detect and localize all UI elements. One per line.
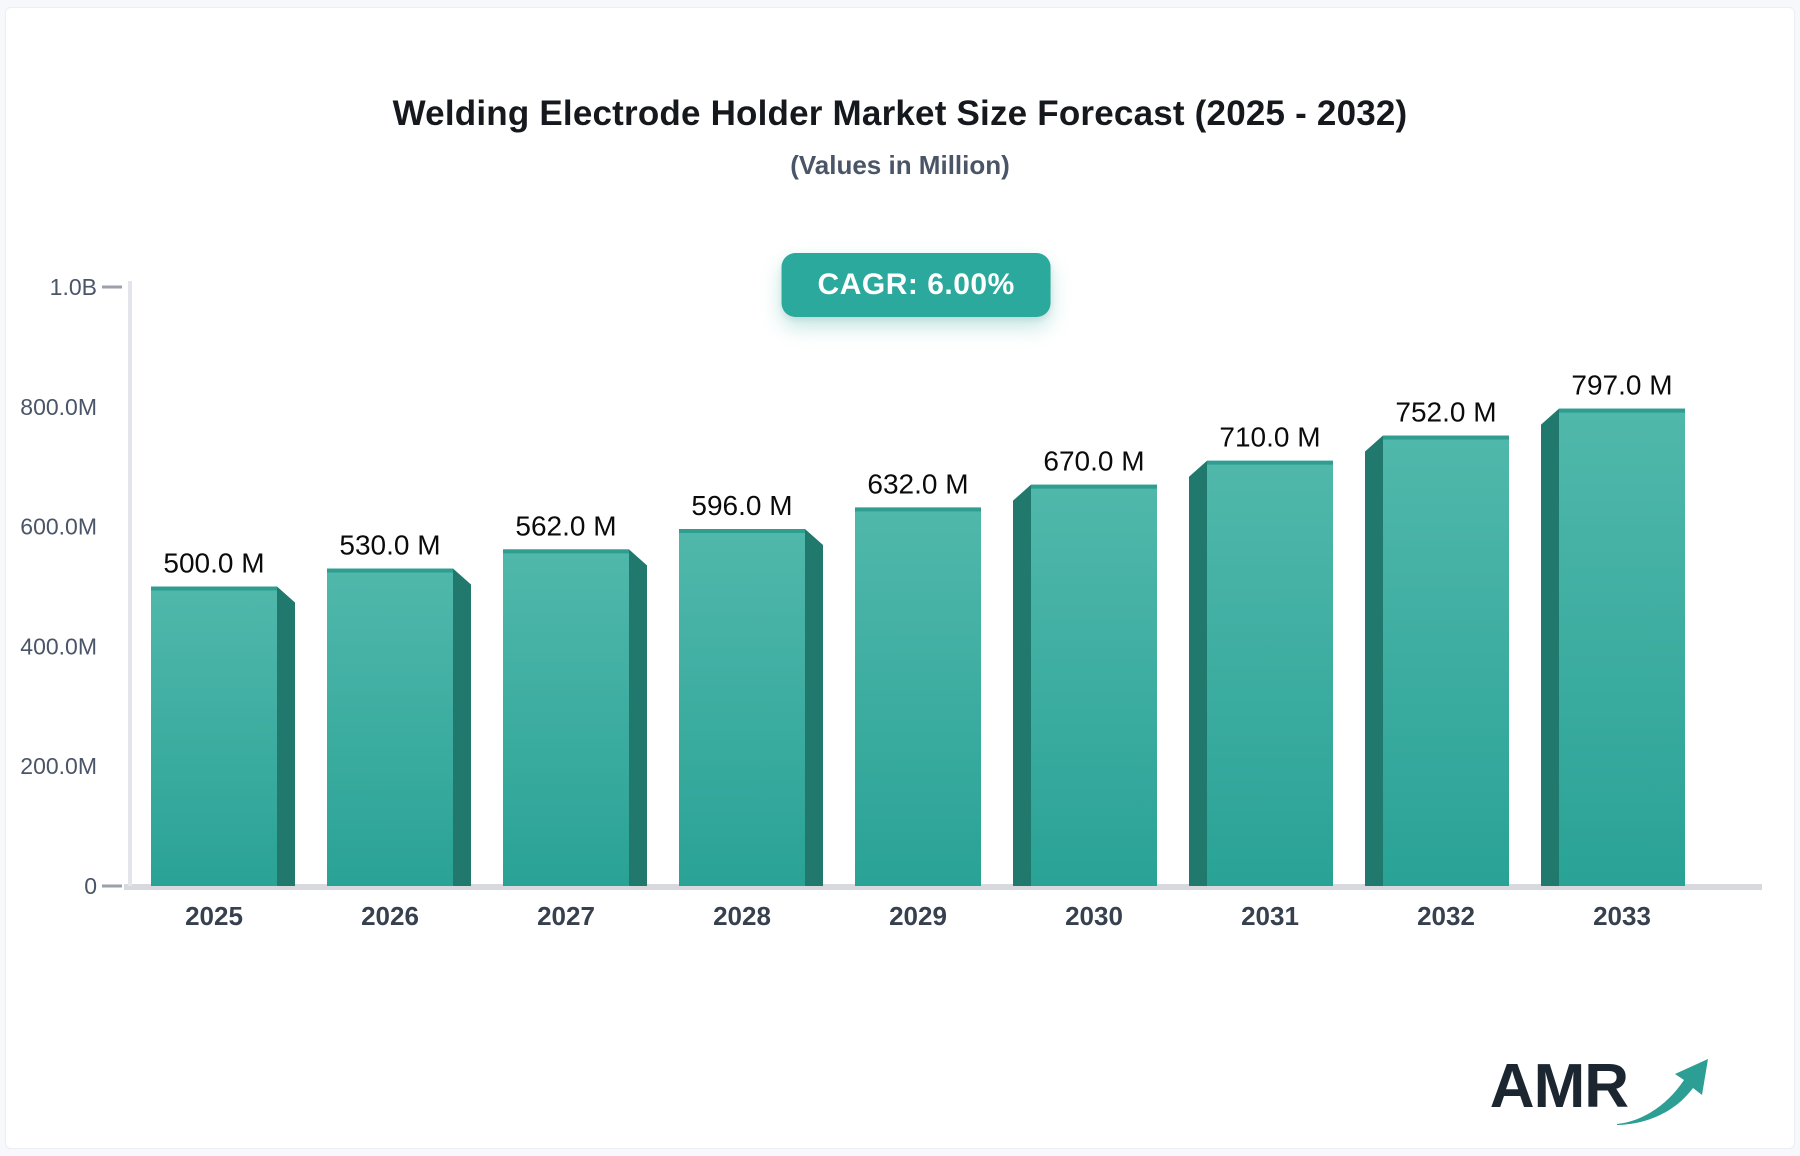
bar-value-label: 500.0 M — [163, 548, 264, 579]
bar-side — [277, 586, 295, 886]
bar-top-edge — [679, 528, 805, 533]
bar-top-edge — [855, 507, 981, 512]
bar[interactable] — [1383, 435, 1509, 886]
bar-side — [1189, 460, 1207, 886]
x-category-label: 2029 — [889, 901, 947, 931]
amr-logo: AMR — [1490, 1056, 1712, 1128]
x-category-label: 2027 — [537, 901, 595, 931]
bar-top-edge — [151, 586, 277, 591]
y-tick-label: 800.0M — [20, 394, 97, 420]
bar[interactable] — [679, 528, 805, 886]
bar[interactable] — [855, 507, 981, 886]
y-tick-label: 600.0M — [20, 514, 97, 540]
x-category-label: 2032 — [1417, 901, 1475, 931]
x-category-label: 2025 — [185, 901, 243, 931]
bar-value-label: 670.0 M — [1043, 446, 1144, 477]
bar-value-label: 752.0 M — [1395, 397, 1496, 428]
bar-group-2031 — [1189, 460, 1333, 886]
bar[interactable] — [503, 549, 629, 886]
bar-value-label: 596.0 M — [691, 490, 792, 521]
bar[interactable] — [1031, 484, 1157, 886]
y-axis-line — [128, 281, 132, 886]
x-category-label: 2031 — [1241, 901, 1299, 931]
bar-value-label: 530.0 M — [339, 530, 440, 561]
bar[interactable] — [1559, 408, 1685, 886]
x-category-label: 2030 — [1065, 901, 1123, 931]
x-category-label: 2033 — [1593, 901, 1651, 931]
bar-group-2032 — [1365, 435, 1509, 886]
bar-top-edge — [1559, 408, 1685, 413]
axes: 0 200.0M 400.0M 600.0M 800.0M 1.0B — [20, 274, 1762, 899]
bar-top-edge — [1031, 484, 1157, 489]
bar-group-2028 — [679, 528, 823, 886]
bar-top-edge — [327, 568, 453, 573]
bar-group-2033 — [1541, 408, 1685, 886]
bar-side — [1013, 484, 1031, 886]
bar-group-2029 — [855, 507, 981, 886]
y-tick-label: 400.0M — [20, 633, 97, 659]
bar-value-label: 632.0 M — [867, 468, 968, 499]
y-tick-label: 0 — [84, 873, 97, 899]
bar-top-edge — [1207, 460, 1333, 465]
bars — [151, 408, 1685, 887]
y-tick-label: 1.0B — [50, 274, 97, 300]
x-category-label: 2026 — [361, 901, 419, 931]
bar-group-2030 — [1013, 484, 1157, 886]
chart-subtitle: (Values in Million) — [790, 150, 1010, 180]
x-category-label: 2028 — [713, 901, 771, 931]
bar[interactable] — [151, 586, 277, 887]
y-tick-label: 200.0M — [20, 753, 97, 779]
bar-value-label: 797.0 M — [1571, 370, 1672, 401]
labels: 500.0 M 2025 530.0 M 2026 562.0 M 2027 596.0 M… — [163, 370, 1672, 931]
bar-value-label: 710.0 M — [1219, 422, 1320, 453]
bar[interactable] — [327, 568, 453, 886]
bar-group-2025 — [151, 586, 295, 887]
amr-logo-text: AMR — [1489, 1052, 1629, 1121]
bar-value-label: 562.0 M — [515, 510, 616, 541]
bar-top-edge — [1383, 435, 1509, 440]
bar-side — [453, 568, 471, 886]
bar-side — [1541, 408, 1559, 886]
chart-title: Welding Electrode Holder Market Size For… — [392, 94, 1408, 133]
bar-side — [629, 549, 647, 886]
cagr-badge: CAGR: 6.00% — [781, 253, 1051, 317]
bar-side — [805, 528, 823, 886]
bar[interactable] — [1207, 460, 1333, 886]
bar-group-2027 — [503, 549, 647, 886]
growth-arrow-icon — [1617, 1059, 1708, 1125]
x-axis-line — [124, 884, 1762, 890]
bar-group-2026 — [327, 568, 471, 886]
bar-top-edge — [503, 549, 629, 554]
bar-side — [1365, 435, 1383, 886]
